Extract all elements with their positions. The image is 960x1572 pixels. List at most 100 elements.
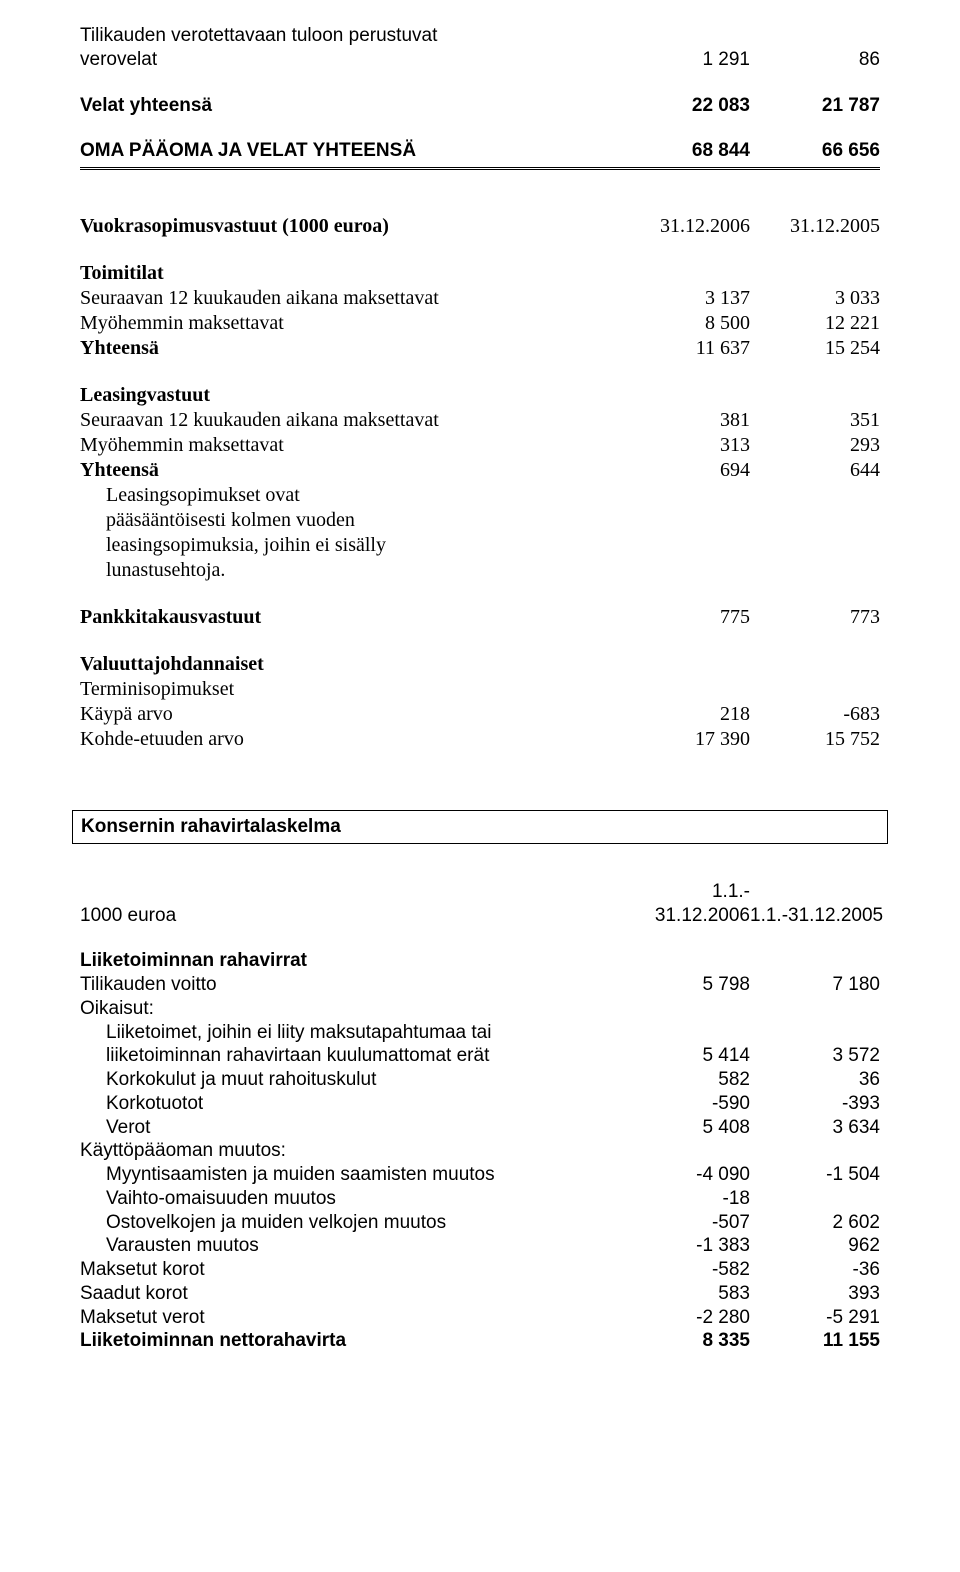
cell-c1: -4 090	[620, 1163, 750, 1187]
row-pankkitakaus: Pankkitakausvastuut 775 773	[80, 605, 880, 630]
note-line: leasingsopimuksia, joihin ei sisälly	[106, 533, 880, 558]
row-r13: Saadut korot 583 393	[80, 1282, 880, 1306]
row-l1: Seuraavan 12 kuukauden aikana maksettava…	[80, 408, 880, 433]
cell-label: Korkotuotot	[80, 1092, 620, 1116]
cell-c2: 86	[750, 48, 880, 72]
cell-label: Myyntisaamisten ja muiden saamisten muut…	[80, 1163, 620, 1187]
row-r3-l1: Liiketoimet, joihin ei liity maksutapaht…	[80, 1021, 880, 1045]
cell-label: Maksetut korot	[80, 1258, 620, 1282]
cell-c2: 773	[750, 605, 880, 630]
cell-c1: -507	[620, 1211, 750, 1235]
cell-label: liiketoiminnan rahavirtaan kuulumattomat…	[80, 1044, 620, 1068]
cell-label: Vaihto-omaisuuden muutos	[80, 1187, 620, 1211]
leasing-note: Leasingsopimukset ovat pääsääntöisesti k…	[80, 483, 880, 583]
cell-label: Ostovelkojen ja muiden velkojen muutos	[80, 1211, 620, 1235]
row-v1: Käypä arvo 218 -683	[80, 702, 880, 727]
cell-label: Seuraavan 12 kuukauden aikana maksettava…	[80, 408, 620, 433]
cell-c1: 1.1.- 31.12.2006	[620, 880, 750, 928]
row-tax-liab: verovelat 1 291 86	[80, 48, 880, 72]
row-t3: Yhteensä 11 637 15 254	[80, 336, 880, 361]
cell-c1-l2: 31.12.2006	[620, 904, 750, 928]
row-r2: Oikaisut:	[80, 997, 880, 1021]
row-velat-yhteensa: Velat yhteensä 22 083 21 787	[80, 94, 880, 118]
cell-label: Maksetut verot	[80, 1306, 620, 1330]
note-line: Leasingsopimukset ovat	[106, 483, 880, 508]
cell-label: Seuraavan 12 kuukauden aikana maksettava…	[80, 286, 620, 311]
cell-c2	[750, 1187, 880, 1211]
cell-c1: 8 335	[620, 1329, 750, 1353]
cell-c1-l1: 1.1.-	[620, 880, 750, 904]
row-tax-liab-l1: Tilikauden verotettavaan tuloon perustuv…	[80, 24, 880, 48]
box-title: Konsernin rahavirtalaskelma	[72, 810, 888, 844]
row-r11: Varausten muutos -1 383 962	[80, 1234, 880, 1258]
cell-c1: 31.12.2006	[620, 214, 750, 239]
cell-c1: 313	[620, 433, 750, 458]
row-vastuut-header: Vuokrasopimusvastuut (1000 euroa) 31.12.…	[80, 214, 880, 239]
cell-c1: 5 798	[620, 973, 750, 997]
cell-c2: -683	[750, 702, 880, 727]
cell-label: verovelat	[80, 48, 620, 72]
cell-c2: 31.12.2005	[750, 214, 880, 239]
cell-c2: 21 787	[750, 94, 880, 118]
cell-c1: -582	[620, 1258, 750, 1282]
cell-c1: -2 280	[620, 1306, 750, 1330]
row-r6: Verot 5 408 3 634	[80, 1116, 880, 1140]
cell-c1: 8 500	[620, 311, 750, 336]
cell-c2: 293	[750, 433, 880, 458]
cell-c2: -1 504	[750, 1163, 880, 1187]
cell-c2: -36	[750, 1258, 880, 1282]
cell-label: Myöhemmin maksettavat	[80, 433, 620, 458]
cell-label: Kohde-etuuden arvo	[80, 727, 620, 752]
cell-c1: 22 083	[620, 94, 750, 118]
heading-leasing: Leasingvastuut	[80, 383, 880, 408]
cell-c2: 351	[750, 408, 880, 433]
heading-toimitilat: Toimitilat	[80, 261, 880, 286]
cell-c2: 962	[750, 1234, 880, 1258]
cell-c2: 644	[750, 458, 880, 483]
row-t2: Myöhemmin maksettavat 8 500 12 221	[80, 311, 880, 336]
cell-c2: 3 634	[750, 1116, 880, 1140]
cell-c1: 1 291	[620, 48, 750, 72]
section-2: Vuokrasopimusvastuut (1000 euroa) 31.12.…	[80, 214, 880, 752]
cell-label: OMA PÄÄOMA JA VELAT YHTEENSÄ	[80, 139, 620, 163]
cell-c2: 7 180	[750, 973, 880, 997]
cell-label: 1000 euroa	[80, 904, 620, 928]
row-l2: Myöhemmin maksettavat 313 293	[80, 433, 880, 458]
cell-c2: -5 291	[750, 1306, 880, 1330]
cell-label: Käypä arvo	[80, 702, 620, 727]
heading-liiketoiminnan-rahavirrat: Liiketoiminnan rahavirrat	[80, 949, 880, 973]
cell-c1: 775	[620, 605, 750, 630]
row-r3: liiketoiminnan rahavirtaan kuulumattomat…	[80, 1044, 880, 1068]
cell-label: Myöhemmin maksettavat	[80, 311, 620, 336]
cell-label: Velat yhteensä	[80, 94, 620, 118]
cell-c2: 2 602	[750, 1211, 880, 1235]
cell-c1: 3 137	[620, 286, 750, 311]
cell-c2: 15 752	[750, 727, 880, 752]
cell-c1: 582	[620, 1068, 750, 1092]
row-r14: Maksetut verot -2 280 -5 291	[80, 1306, 880, 1330]
row-t1: Seuraavan 12 kuukauden aikana maksettava…	[80, 286, 880, 311]
cell-c1: 583	[620, 1282, 750, 1306]
row-r4: Korkokulut ja muut rahoituskulut 582 36	[80, 1068, 880, 1092]
heading-valuutta: Valuuttajohdannaiset	[80, 652, 880, 677]
cell-c1: 218	[620, 702, 750, 727]
cell-c2: 36	[750, 1068, 880, 1092]
cell-c1: -590	[620, 1092, 750, 1116]
cell-c2: 12 221	[750, 311, 880, 336]
cell-c2: 3 033	[750, 286, 880, 311]
cell-label: Saadut korot	[80, 1282, 620, 1306]
row-l3: Yhteensä 694 644	[80, 458, 880, 483]
row-r5: Korkotuotot -590 -393	[80, 1092, 880, 1116]
cell-c1: -1 383	[620, 1234, 750, 1258]
row-r12: Maksetut korot -582 -36	[80, 1258, 880, 1282]
cell-label: Korkokulut ja muut rahoituskulut	[80, 1068, 620, 1092]
row-r9: Vaihto-omaisuuden muutos -18	[80, 1187, 880, 1211]
section-3: Konsernin rahavirtalaskelma 1000 euroa 1…	[80, 810, 880, 1353]
cell-c1: 68 844	[620, 139, 750, 163]
cell-c2: 3 572	[750, 1044, 880, 1068]
cell-c1: -18	[620, 1187, 750, 1211]
cell-label: Verot	[80, 1116, 620, 1140]
cell-label: Vuokrasopimusvastuut (1000 euroa)	[80, 214, 620, 239]
cell-c2: 393	[750, 1282, 880, 1306]
cell-c2: 1.1.-31.12.2005	[750, 904, 880, 928]
